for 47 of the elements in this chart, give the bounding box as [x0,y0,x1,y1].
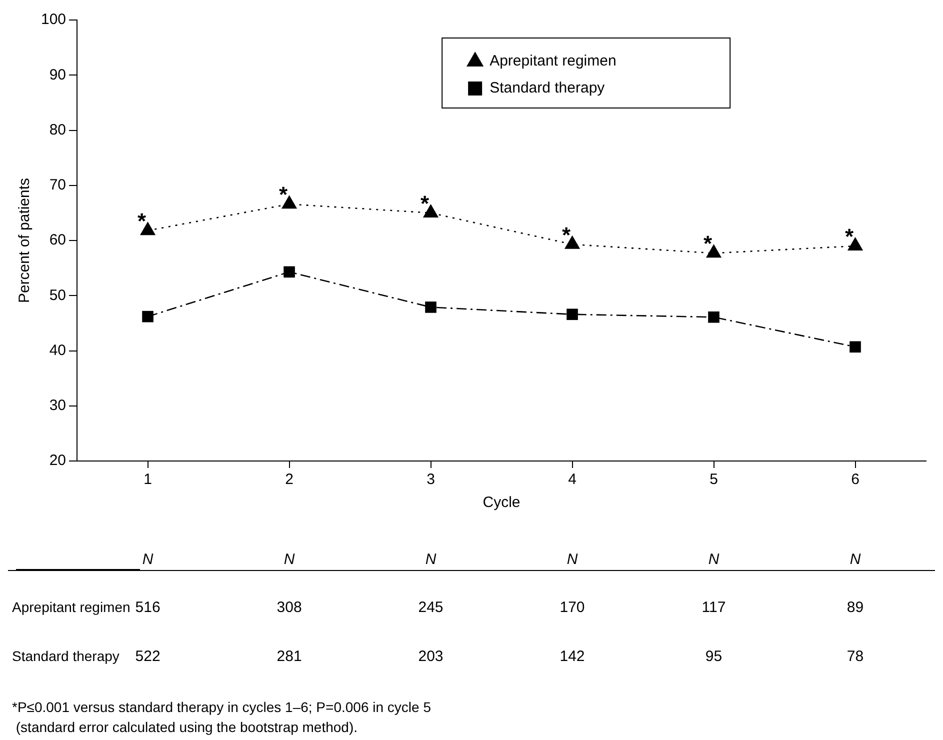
x-tick-label: 3 [426,471,435,488]
text: Aprepitant regimen [12,599,130,615]
x-tick-label: 2 [285,471,294,488]
text: 95 [705,648,722,665]
annotation: * [703,231,712,256]
y-axis-title: Percent of patients [16,178,34,304]
text: 89 [846,599,864,616]
y-tick-label: 60 [49,232,66,249]
annotation: * [278,182,288,208]
annotation: * [420,190,430,216]
y-tick-label: 90 [49,66,66,84]
annotation: * [562,222,571,248]
y-tick-label: 30 [49,397,66,414]
text: (standard error calculated using the bootstrap method). [12,719,358,735]
text: 516 [135,599,160,616]
y-tick-label: 80 [49,121,66,138]
text: 78 [846,648,864,665]
annotation: * [844,224,854,250]
y-tick-label: 50 [49,286,66,304]
text: 245 [418,599,444,616]
y-tick-label: 20 [49,452,66,470]
text: N [425,551,436,568]
text: 170 [560,599,585,616]
annotation: * [137,208,146,234]
text: 142 [560,648,585,665]
x-tick-label: 6 [851,471,860,488]
text: *P≤0.001 versus standard therapy in cycles 1–6; P=0.006 in cycle 5 [12,699,432,715]
text: N [284,551,295,568]
text: 308 [276,599,302,616]
text: N [566,551,578,568]
x-tick-label: 4 [568,471,576,488]
text: 522 [135,648,160,665]
x-axis-title: Cycle [482,494,520,512]
legend-label: Standard therapy [490,80,606,97]
y-tick-label: 40 [49,342,66,359]
text: 117 [702,599,726,616]
legend-label: Aprepitant regimen [490,52,616,70]
text: N [142,551,154,568]
text: Standard therapy [12,648,120,664]
text: N [850,551,861,568]
text: N [708,551,720,568]
x-tick-label: 1 [144,471,152,488]
x-tick-label: 5 [710,471,718,488]
y-tick-label: 100 [40,11,66,28]
y-tick-label: 70 [49,176,66,194]
text: 281 [276,648,302,665]
text: 203 [418,648,444,665]
